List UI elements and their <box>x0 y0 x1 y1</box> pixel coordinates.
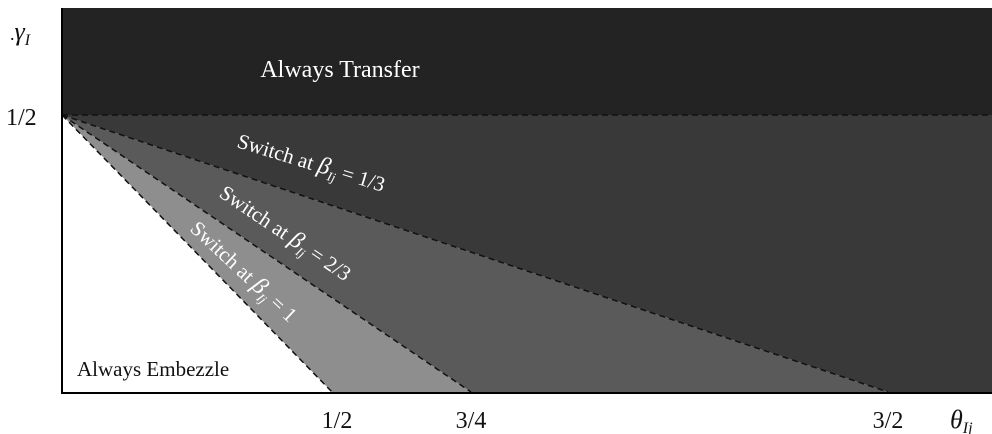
y-label-sub: I <box>24 32 31 49</box>
x-tick-half: 1/2 <box>322 408 353 434</box>
always-embezzle-label: Always Embezzle <box>77 357 229 381</box>
y-tick-half: 1/2 <box>6 105 37 131</box>
boundary-1 <box>61 114 333 393</box>
boundary-1-3 <box>61 114 889 393</box>
x-label-sub: Ij <box>962 420 973 434</box>
y-axis-label: .γI <box>10 17 31 49</box>
x-tick-three-quarters: 3/4 <box>456 408 487 434</box>
x-label-symbol: θ <box>950 405 963 434</box>
always-transfer-region <box>62 8 992 115</box>
switch-1-3-region <box>62 115 992 392</box>
boundary-2-3 <box>61 114 472 393</box>
x-axis-label: θIj <box>950 405 973 434</box>
x-tick-three-halves: 3/2 <box>873 408 904 434</box>
y-label-prefix: . <box>10 24 15 44</box>
always-transfer-label: Always Transfer <box>260 57 419 83</box>
y-label-symbol: γ <box>15 17 26 46</box>
